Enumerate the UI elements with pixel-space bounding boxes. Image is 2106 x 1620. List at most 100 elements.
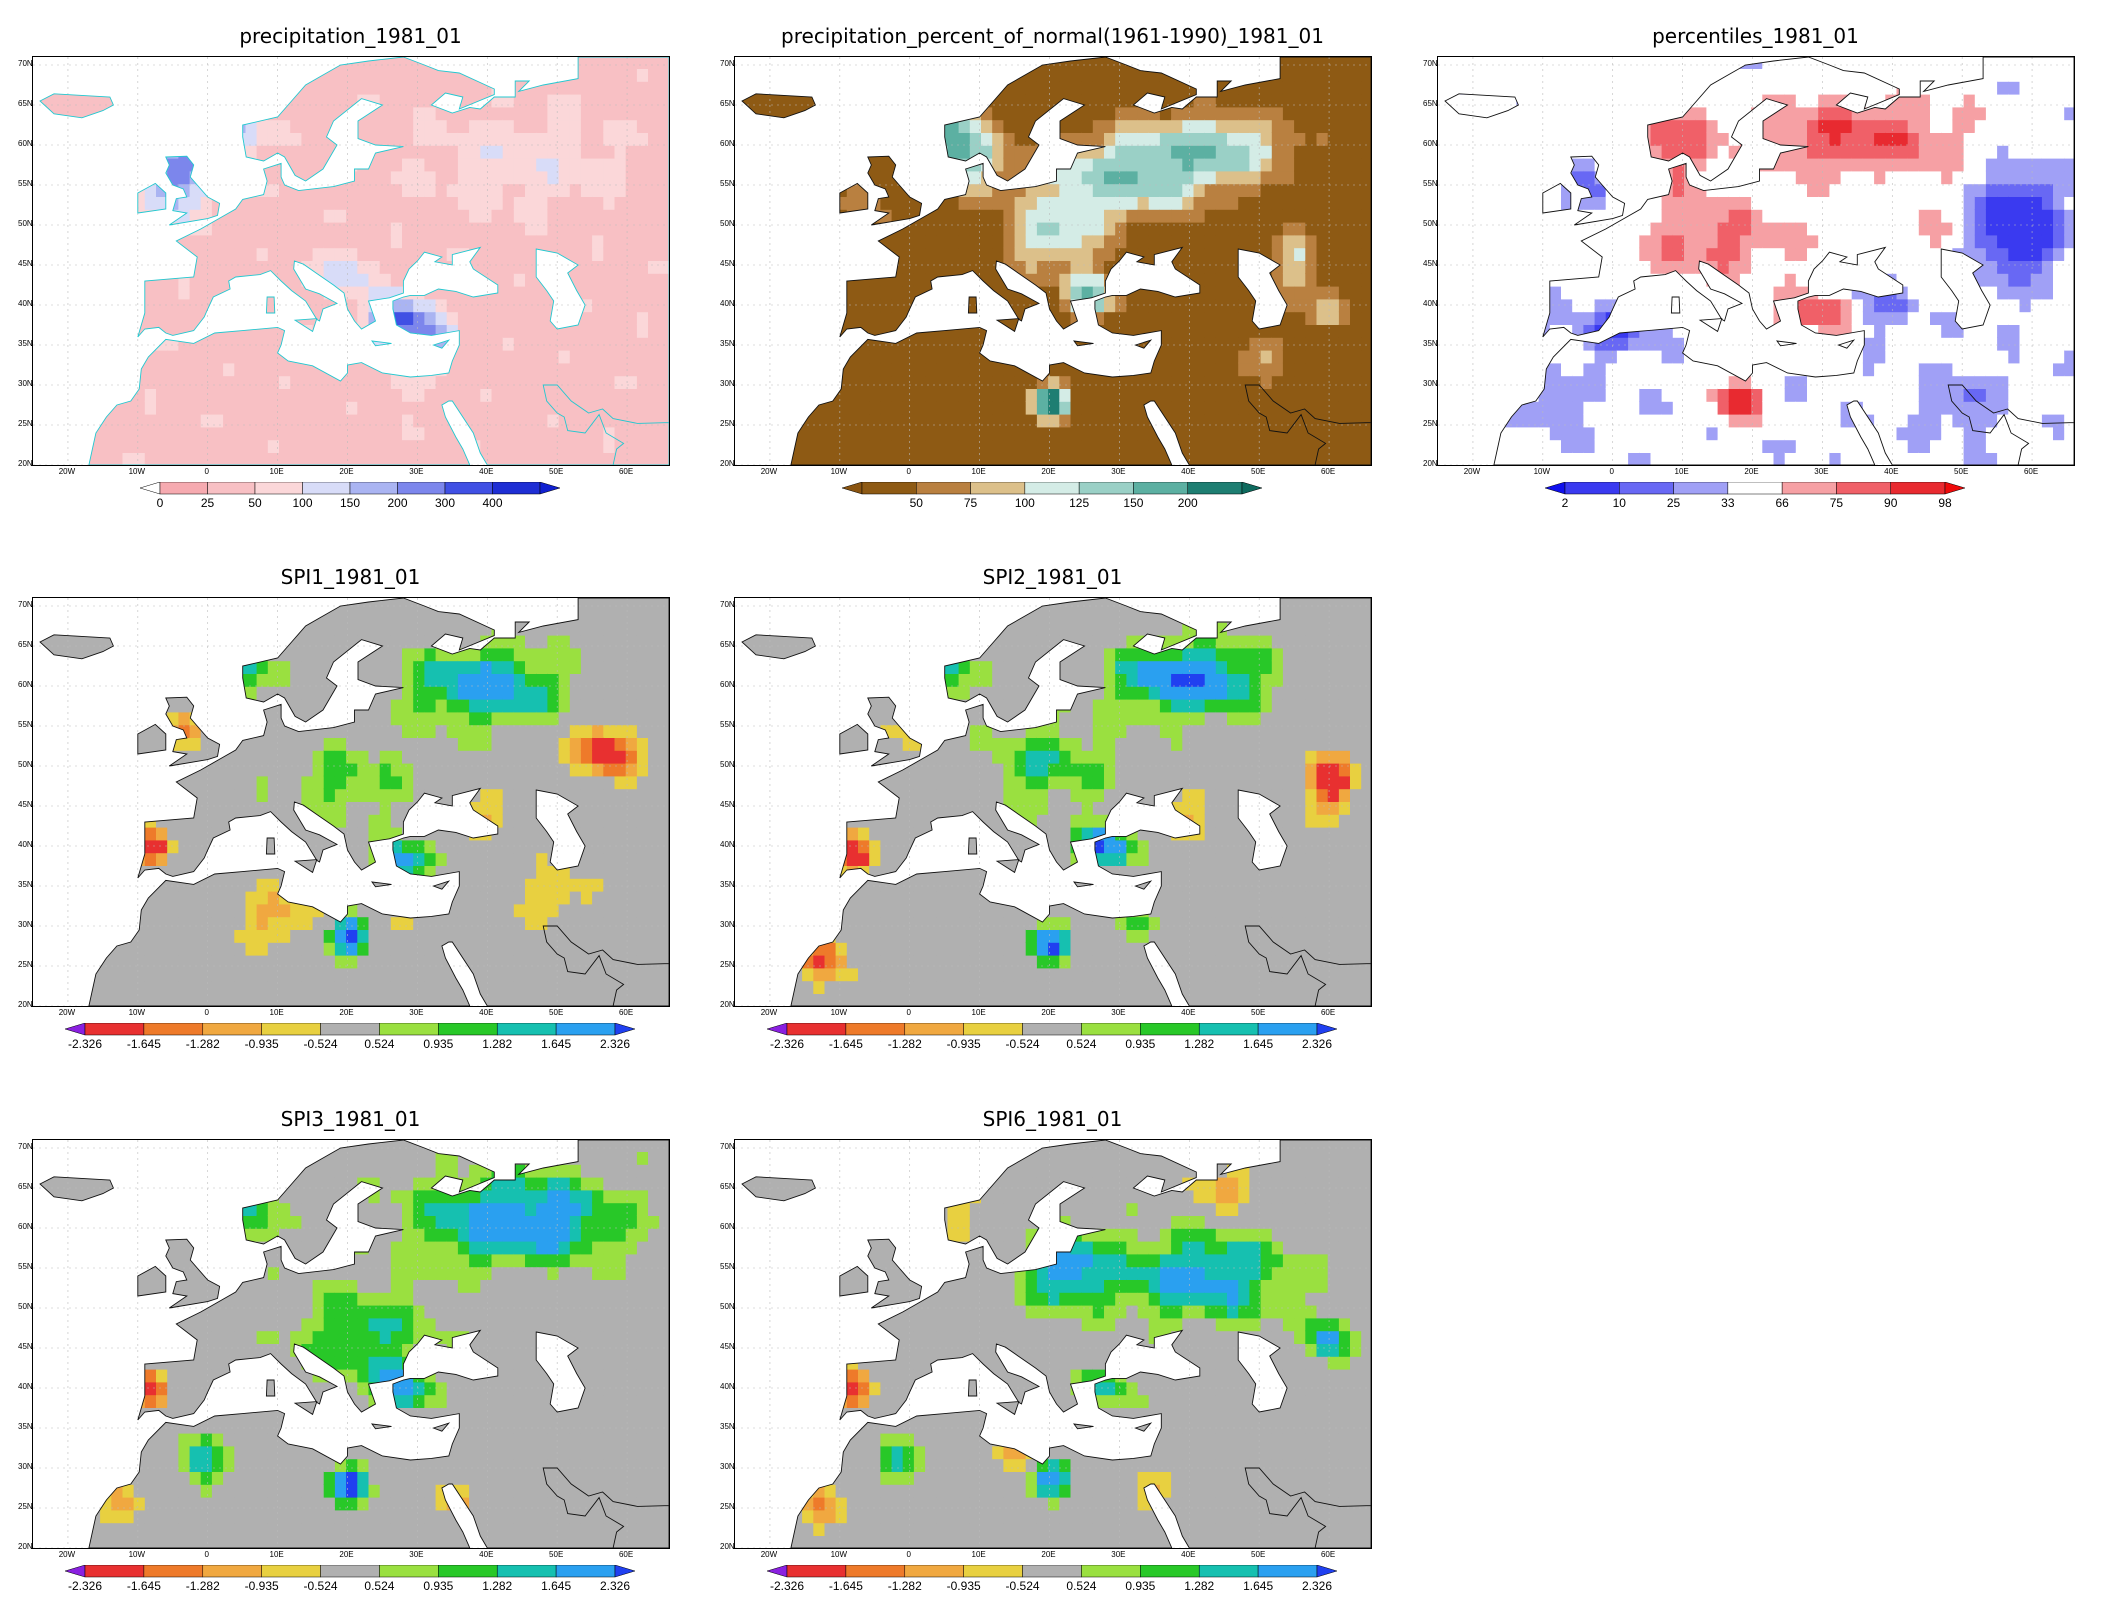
lat-label: 65N — [18, 640, 33, 649]
coastline — [995, 1401, 1020, 1416]
panel-title: precipitation_1981_01 — [239, 24, 462, 48]
field-shading — [40, 598, 669, 1006]
lon-label: 10E — [1674, 467, 1689, 476]
coastline — [165, 696, 221, 767]
lat-label: 60N — [18, 680, 33, 689]
coastline — [1134, 339, 1153, 349]
lat-label: 50N — [18, 219, 33, 228]
lon-label: 20W — [58, 1550, 76, 1559]
colorbar-min-arrow — [841, 481, 863, 495]
coastline — [967, 1379, 978, 1397]
lat-label: 40N — [1423, 299, 1438, 308]
lon-label: 40E — [1181, 1008, 1196, 1017]
coastline — [1493, 57, 2074, 465]
coastline — [1073, 340, 1094, 347]
coastline — [790, 1140, 1371, 1548]
colorbar-swatch — [202, 1022, 262, 1036]
colorbar-tick-label: 2.326 — [599, 1579, 631, 1593]
colorbar-swatch — [496, 1022, 557, 1036]
coastline — [995, 859, 1020, 874]
colorbar-swatch — [349, 481, 398, 495]
coastline — [790, 598, 1371, 1006]
colorbar-tick-label: 0.935 — [423, 1579, 454, 1593]
lon-label: 10W — [1533, 467, 1551, 476]
colorbar-max-arrow — [539, 481, 561, 495]
colorbar-swatch — [379, 1564, 439, 1578]
colorbar-tick-label: 33 — [1721, 496, 1735, 510]
colorbar-min-arrow — [1544, 481, 1566, 495]
colorbar-tick-label: -2.326 — [67, 1037, 103, 1051]
colorbar-swatch — [963, 1022, 1023, 1036]
lon-label: 50E — [1251, 1550, 1266, 1559]
colorbar-tick-label: -1.282 — [185, 1037, 220, 1051]
coastline — [741, 1176, 816, 1202]
colorbar-swatch — [202, 1564, 262, 1578]
lat-label: 30N — [18, 379, 33, 388]
map-canvas — [735, 57, 1371, 465]
lon-label: 0 — [906, 467, 911, 476]
colorbar-tick-label: 400 — [482, 496, 503, 510]
colorbar-tick-label: -1.282 — [887, 1037, 922, 1051]
coastline — [165, 155, 221, 226]
lat-label: 30N — [18, 1462, 33, 1471]
colorbar-tick-label: 200 — [1177, 496, 1198, 510]
lon-label: 40E — [479, 1550, 494, 1559]
lon-label: 20E — [1041, 1008, 1056, 1017]
lon-label: 20W — [1463, 467, 1481, 476]
lon-label: 0 — [204, 1550, 209, 1559]
lat-label: 35N — [18, 1422, 33, 1431]
colorbar-tick-label: -1.645 — [126, 1037, 161, 1051]
colorbar-swatch — [261, 1022, 321, 1036]
colorbar-swatch — [861, 481, 917, 495]
coastline — [839, 1265, 869, 1297]
colorbar-max-arrow — [1316, 1022, 1338, 1036]
lat-label: 55N — [1423, 179, 1438, 188]
map-panel-precipitation: precipitation_1981_01 70N 65N 60N 55N 50N 45N 4… — [18, 24, 683, 510]
colorbar-tick-label: 50 — [909, 496, 923, 510]
coastline — [137, 182, 167, 214]
coastline — [265, 1379, 276, 1397]
lon-label: 60E — [1320, 1550, 1336, 1559]
lon-label: 0 — [906, 1008, 911, 1017]
field-shading — [742, 1140, 1371, 1548]
coastline — [1134, 880, 1153, 890]
field-shading — [1445, 57, 2074, 465]
colorbar-tick-label: 25 — [1666, 496, 1681, 510]
lon-label: 0 — [204, 1008, 209, 1017]
coastline — [1542, 182, 1572, 214]
lat-label: 60N — [1423, 139, 1438, 148]
lon-label: 20E — [1041, 1550, 1056, 1559]
map-plot-area — [32, 56, 670, 466]
lat-label: 45N — [720, 259, 735, 268]
colorbar-swatch — [438, 1022, 498, 1036]
map-canvas — [33, 598, 669, 1006]
colorbar-min-arrow — [64, 1022, 86, 1036]
coastline — [432, 339, 451, 349]
colorbar-swatch — [379, 1022, 439, 1036]
colorbar-tick-label: 75 — [1829, 496, 1844, 510]
lat-label: 45N — [18, 800, 33, 809]
map-plot-area — [734, 56, 1372, 466]
colorbar-tick-label: 1.645 — [541, 1037, 572, 1051]
coastline — [790, 57, 1371, 465]
coastline — [535, 789, 586, 871]
colorbar-tick-label: 100 — [292, 496, 313, 510]
lat-label: 20N — [18, 1542, 33, 1551]
lat-label: 40N — [18, 299, 33, 308]
lat-label: 60N — [720, 680, 735, 689]
colorbar-swatch — [1078, 481, 1134, 495]
coastline — [1444, 93, 1519, 119]
coastline — [741, 93, 816, 119]
colorbar-max-arrow — [1241, 481, 1263, 495]
map-plot-area — [32, 1139, 670, 1549]
coastline — [741, 634, 816, 660]
lat-label: 70N — [18, 59, 33, 68]
colorbar-swatch — [1727, 481, 1783, 495]
colorbar-tick-label: 300 — [434, 496, 456, 510]
colorbar-max-arrow — [614, 1564, 636, 1578]
colorbar-tick-label: -0.524 — [1005, 1037, 1040, 1051]
colorbar-swatch — [1673, 481, 1729, 495]
lat-label: 40N — [18, 840, 33, 849]
map-panel-spi3: SPI3_1981_01 70N 65N 60N 55N 50N 45N 40N 35N 30N 2… — [18, 1107, 683, 1593]
colorbar-swatch — [496, 1564, 557, 1578]
